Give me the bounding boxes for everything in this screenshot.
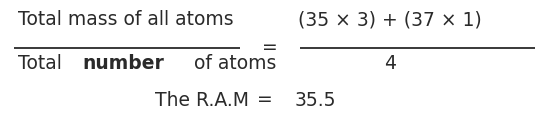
Text: of atoms: of atoms xyxy=(188,54,276,73)
Text: Total: Total xyxy=(18,54,68,73)
Text: number: number xyxy=(82,54,164,73)
Text: 35.5: 35.5 xyxy=(295,91,337,110)
Text: (35 × 3) + (37 × 1): (35 × 3) + (37 × 1) xyxy=(298,10,482,29)
Text: 4: 4 xyxy=(384,54,396,73)
Text: =: = xyxy=(257,91,273,110)
Text: Total mass of all atoms: Total mass of all atoms xyxy=(18,10,234,29)
Text: =: = xyxy=(262,39,278,58)
Text: The R.A.M: The R.A.M xyxy=(155,91,249,110)
